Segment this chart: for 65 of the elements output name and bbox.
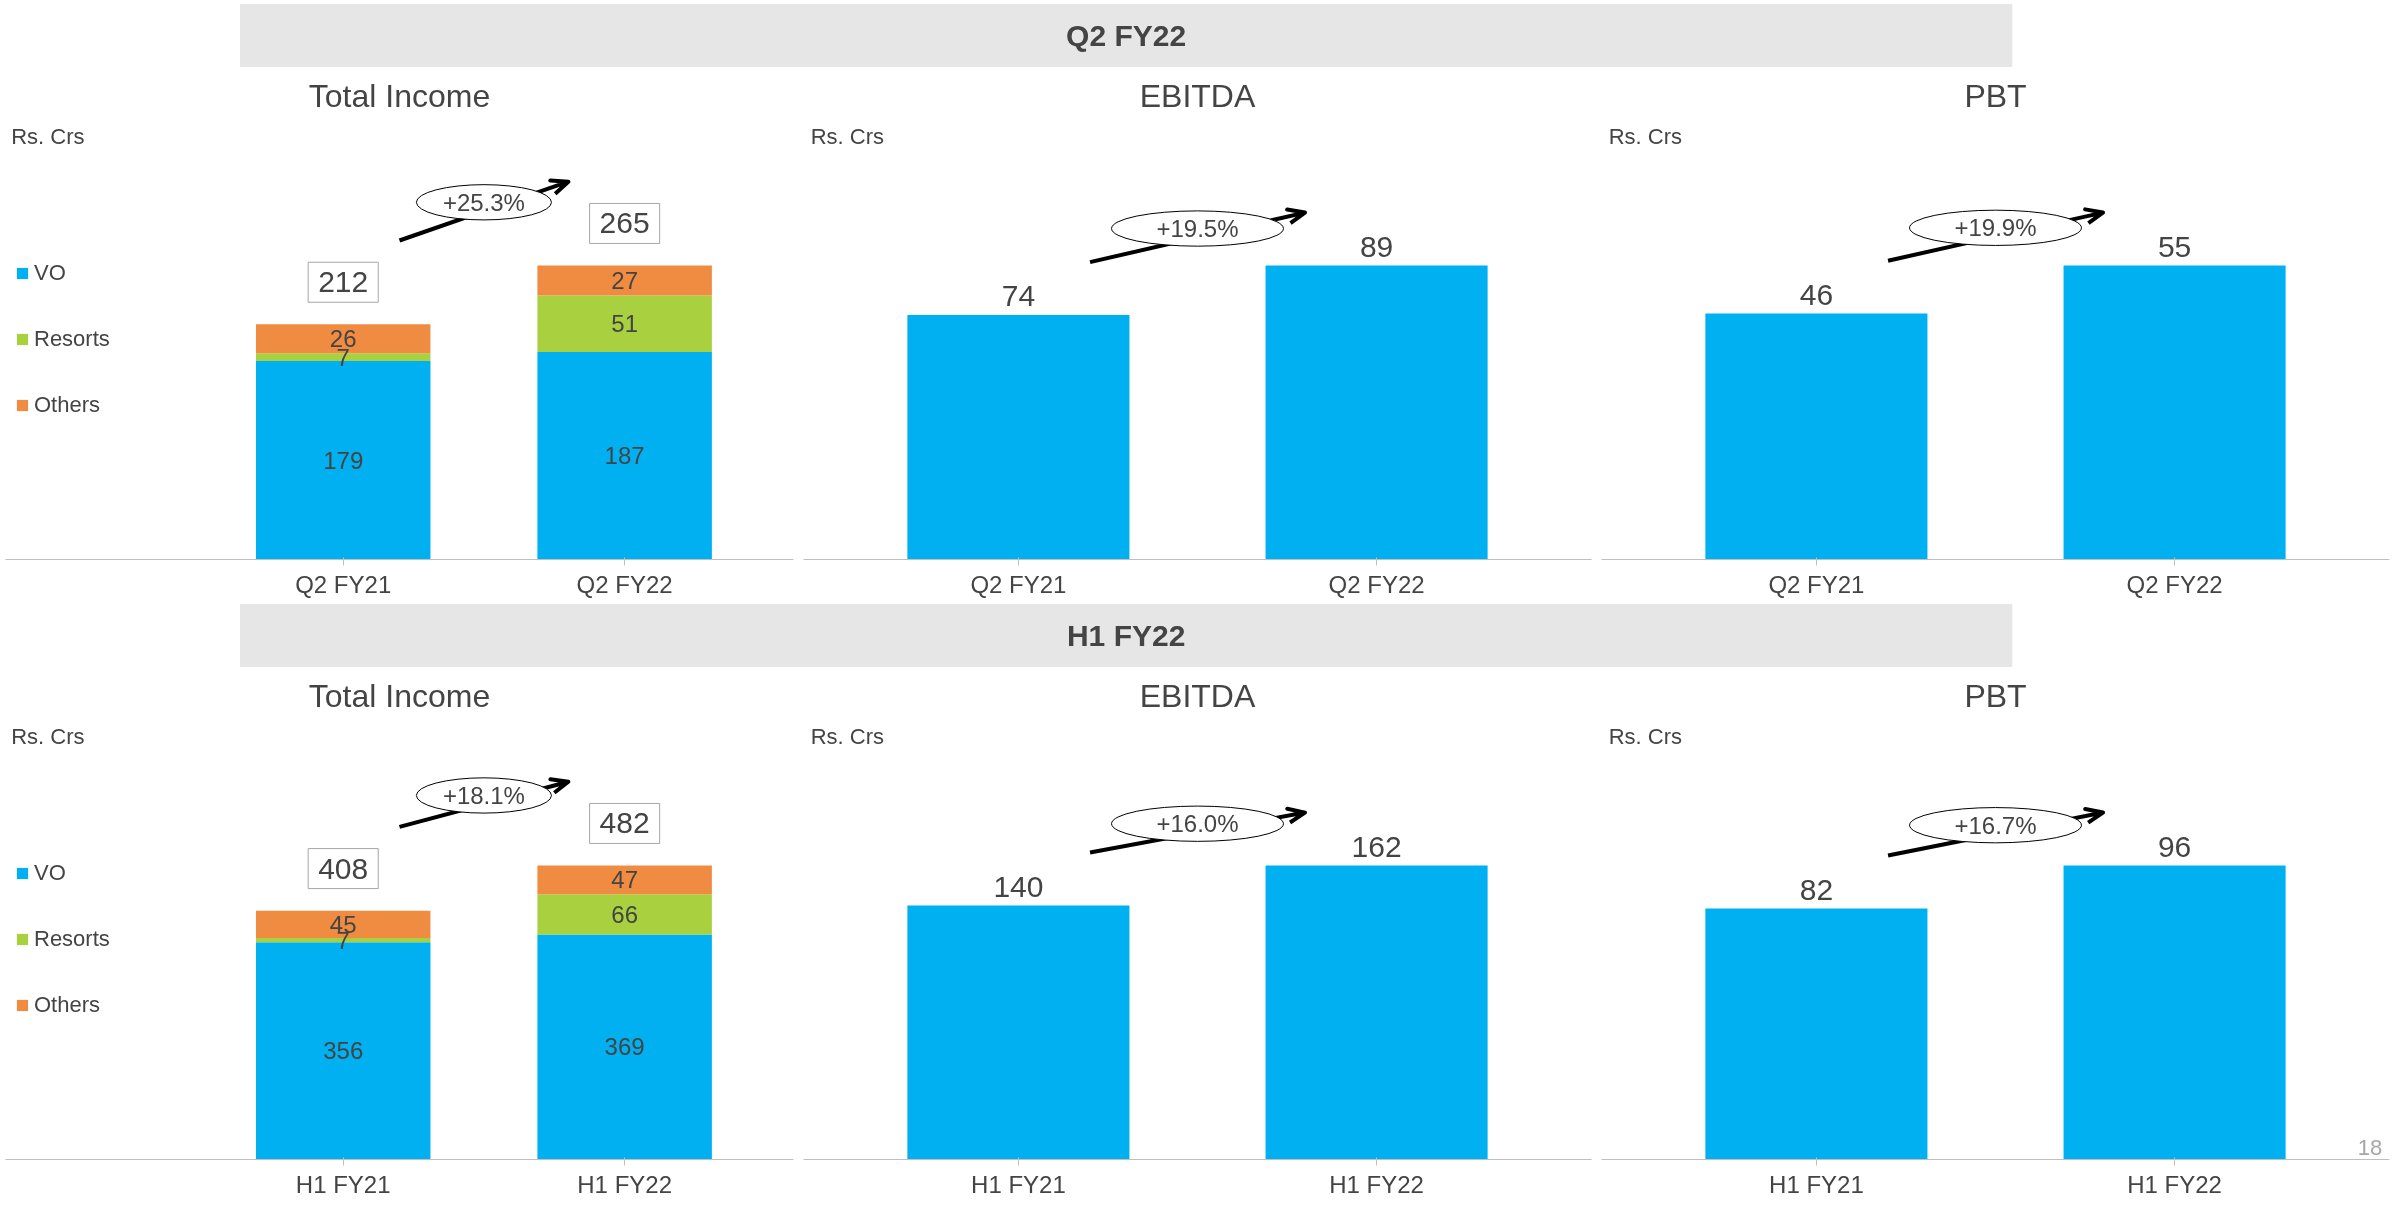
data-label: 140 — [993, 869, 1044, 903]
data-label: 55 — [2157, 229, 2192, 263]
data-label: 89 — [1359, 229, 1394, 263]
chart-title: PBT — [1964, 77, 2027, 114]
x-tick-label: H1 FY22 — [1329, 1170, 1424, 1198]
x-tick-label: Q2 FY21 — [1768, 570, 1865, 598]
text: +25.3% — [442, 188, 525, 216]
bar — [537, 865, 712, 895]
data-label: 82 — [1799, 872, 1834, 906]
bar — [537, 265, 712, 296]
bar — [537, 934, 712, 1160]
bar — [537, 295, 712, 353]
x-tick-label: Q2 FY21 — [295, 570, 392, 598]
data-label: 369 — [604, 1033, 645, 1061]
x-tick-label: Q2 FY21 — [970, 570, 1067, 598]
x-tick-label: Q2 FY22 — [576, 570, 673, 598]
data-label: 27 — [611, 266, 638, 294]
text: +19.9% — [1954, 214, 2037, 242]
data-label: 74 — [1001, 279, 1036, 313]
total-label: 265 — [599, 206, 650, 240]
total-label: 212 — [318, 265, 369, 299]
bar — [537, 352, 712, 560]
x-tick-label: Q2 FY22 — [2126, 570, 2223, 598]
data-label: 47 — [611, 866, 638, 894]
legend-label: Others — [34, 391, 101, 418]
chart-title: Total Income — [308, 77, 491, 114]
data-label: 46 — [1799, 277, 1834, 311]
x-tick-label: H1 FY22 — [577, 1170, 673, 1198]
y-axis-title: Rs. Crs — [1608, 124, 1682, 150]
text: +19.5% — [1156, 215, 1239, 243]
annotation: 18 — [2357, 1135, 2383, 1161]
y-axis-title: Rs. Crs — [810, 124, 884, 150]
chart-title: EBITDA — [1139, 77, 1256, 114]
data-label: 187 — [604, 442, 645, 470]
legend-label: VO — [34, 259, 66, 286]
data-label: 162 — [1351, 829, 1402, 863]
x-tick-label: H1 FY22 — [2127, 1170, 2222, 1198]
x-tick-label: H1 FY21 — [1769, 1170, 1864, 1198]
data-label: 51 — [611, 310, 638, 338]
y-axis-title: Rs. Crs — [11, 724, 85, 750]
y-axis-title: Rs. Crs — [11, 124, 85, 150]
bar — [537, 894, 712, 935]
text: Q2 FY22 — [1066, 19, 1187, 52]
text: +18.1% — [442, 781, 525, 809]
y-axis-title: Rs. Crs — [1608, 724, 1682, 750]
y-axis-title: Rs. Crs — [810, 724, 884, 750]
text: +16.7% — [1954, 811, 2037, 839]
x-tick-label: Q2 FY22 — [1328, 570, 1425, 598]
text: H1 FY22 — [1066, 619, 1186, 652]
data-label: 179 — [323, 446, 364, 474]
legend-label: VO — [34, 859, 66, 886]
chart-title: EBITDA — [1139, 677, 1256, 714]
legend-label: Resorts — [34, 325, 110, 352]
total-label: 408 — [318, 851, 369, 885]
data-label: 356 — [323, 1037, 364, 1065]
data-label: 66 — [611, 900, 638, 928]
legend-label: Resorts — [34, 925, 110, 952]
chart-title: Total Income — [308, 677, 491, 714]
data-label: 96 — [2157, 829, 2192, 863]
chart-title: PBT — [1964, 677, 2027, 714]
x-tick-label: H1 FY21 — [971, 1170, 1066, 1198]
text: +16.0% — [1156, 810, 1239, 838]
x-tick-label: H1 FY21 — [295, 1170, 391, 1198]
total-label: 482 — [599, 806, 650, 840]
legend-label: Others — [34, 991, 101, 1018]
